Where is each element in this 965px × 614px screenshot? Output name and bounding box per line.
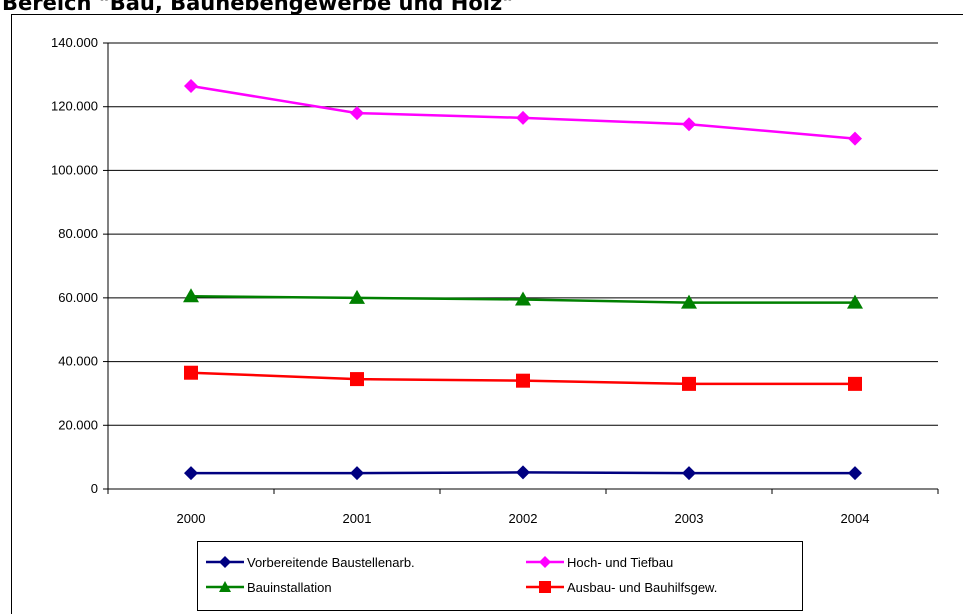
data-point-3-4 <box>848 376 862 391</box>
legend-label-bauinstallation: Bauinstallation <box>247 579 332 595</box>
series-1 <box>184 79 862 146</box>
x-tick-label-1: 2001 <box>343 511 372 526</box>
series-lines <box>183 79 863 481</box>
data-point-3-2 <box>516 373 530 388</box>
legend-entry-vorbereitende: Vorbereitende Baustellenarb. <box>206 553 415 571</box>
data-point-0-4 <box>848 466 862 481</box>
y-tick-labels: 0 20.000 40.000 60.000 80.000 100.000 120.000 1… <box>51 35 98 496</box>
x-tick-label-3: 2003 <box>675 511 704 526</box>
data-point-2-4 <box>847 294 863 309</box>
y-tick-label-1: 20.000 <box>58 417 98 432</box>
data-point-3-3 <box>682 376 696 391</box>
legend-key-vorbereitende-icon <box>206 556 244 568</box>
x-tick-label-0: 2000 <box>177 511 206 526</box>
gridlines <box>108 42 938 426</box>
y-tick-label-3: 60.000 <box>58 290 98 305</box>
x-tick-label-4: 2004 <box>841 511 870 526</box>
axes <box>103 42 939 494</box>
data-point-3-1 <box>350 372 364 387</box>
data-point-0-0 <box>184 466 198 481</box>
y-tick-label-0: 0 <box>91 481 98 496</box>
data-point-1-2 <box>516 110 530 125</box>
data-point-3-0 <box>184 365 198 380</box>
legend-label-hochbau: Hoch- und Tiefbau <box>567 554 674 570</box>
data-point-0-1 <box>350 466 364 481</box>
legend-label-ausbau: Ausbau- und Bauhilfsgew. <box>567 579 718 595</box>
data-point-2-3 <box>681 294 697 309</box>
legend-key-ausbau-icon <box>526 581 564 593</box>
data-point-0-2 <box>516 465 530 480</box>
series-0 <box>184 465 862 481</box>
chart-frame <box>11 14 963 614</box>
y-tick-label-2: 40.000 <box>58 354 98 369</box>
data-point-2-2 <box>515 291 531 306</box>
legend: Vorbereitende Baustellenarb. Hoch- und T… <box>197 541 803 611</box>
data-point-1-0 <box>184 79 198 94</box>
series-3 <box>184 365 862 391</box>
data-point-1-4 <box>848 131 862 146</box>
data-point-2-1 <box>349 289 365 304</box>
legend-entry-bauinstallation: Bauinstallation <box>206 578 332 596</box>
x-tick-labels: 2000 2001 2002 2003 2004 <box>177 511 870 526</box>
legend-key-hochbau-icon <box>526 556 564 568</box>
chart-title: Bereich "Bau, Baunebengewerbe und Holz" <box>2 0 514 15</box>
y-tick-label-7: 140.000 <box>51 35 98 50</box>
legend-entry-ausbau: Ausbau- und Bauhilfsgew. <box>526 578 717 596</box>
legend-key-bauinstallation-icon <box>206 581 244 592</box>
x-tick-label-2: 2002 <box>509 511 538 526</box>
legend-entry-hochbau: Hoch- und Tiefbau <box>526 553 673 571</box>
y-tick-label-4: 80.000 <box>58 226 98 241</box>
series-2 <box>183 288 863 309</box>
data-point-0-3 <box>682 466 696 481</box>
y-tick-label-5: 100.000 <box>51 162 98 177</box>
data-point-1-3 <box>682 117 696 132</box>
data-point-2-0 <box>183 288 199 303</box>
legend-label-vorbereitende: Vorbereitende Baustellenarb. <box>247 554 415 570</box>
y-tick-label-6: 120.000 <box>51 99 98 114</box>
data-point-1-1 <box>350 106 364 121</box>
